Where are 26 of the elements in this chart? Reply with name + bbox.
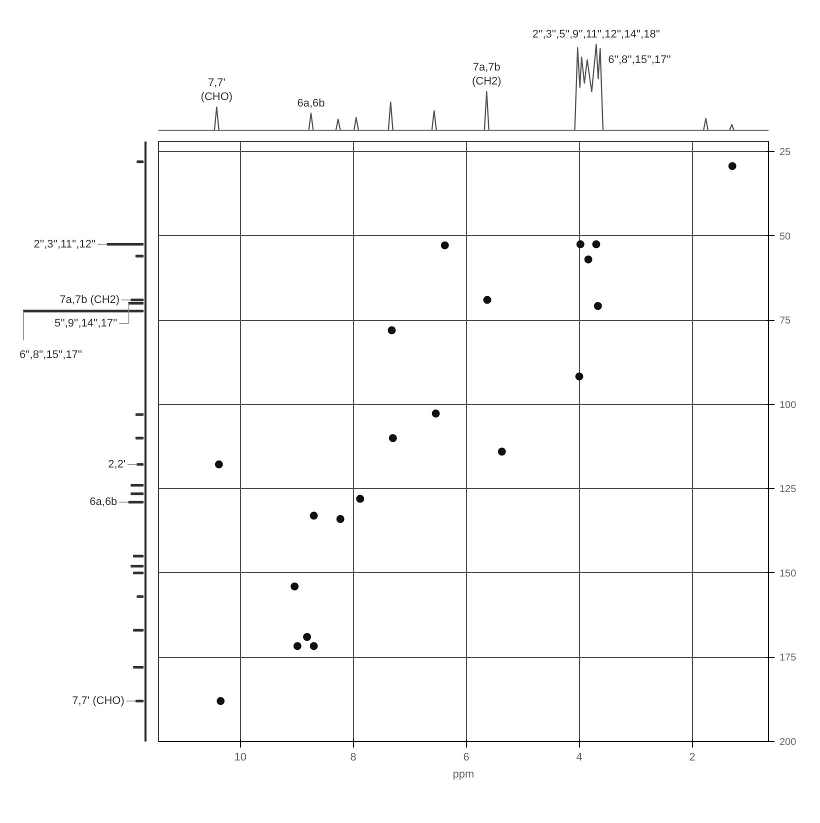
y-tick-label: 150 (780, 568, 797, 580)
annotation: 2,2' (108, 458, 126, 470)
annotation: 6'',8'',15'',17'' (19, 349, 82, 362)
x-tick-label: 6 (463, 752, 470, 764)
annotation: 6a,6b (297, 97, 325, 110)
x-axis-title: ppm (452, 768, 474, 780)
annotation: 7,7' (CHO) (200, 76, 233, 104)
y-tick-label: 25 (780, 147, 792, 158)
annotation: 5'',9'',14'',17'' (54, 318, 118, 330)
y-tick-label: 200 (780, 737, 797, 748)
x-tick-label: 2 (689, 752, 696, 764)
y-tick-label: 75 (780, 316, 792, 327)
annotation: 6a,6b (90, 496, 118, 508)
x-tick-label: 4 (576, 752, 582, 764)
annotation: 7a,7b (CH2) (472, 61, 502, 88)
annotation: 2'',3'',5'',9'',11'',12'',14'',18'' (532, 28, 660, 40)
y-tick-label: 100 (780, 400, 797, 411)
y-tick-label: 125 (780, 484, 797, 496)
annotation: 7,7' (CHO) (72, 695, 124, 708)
y-tick-label: 175 (780, 652, 797, 664)
x-tick-label: 8 (350, 752, 356, 764)
annotation: 2'',3'',11'',12'' (34, 238, 96, 250)
x-tick-label: 10 (234, 752, 247, 764)
y-tick-label: 50 (780, 231, 792, 242)
annotation: 6'',8'',15'',17'' (608, 54, 671, 66)
annotation: 7a,7b (CH2) (60, 294, 120, 306)
